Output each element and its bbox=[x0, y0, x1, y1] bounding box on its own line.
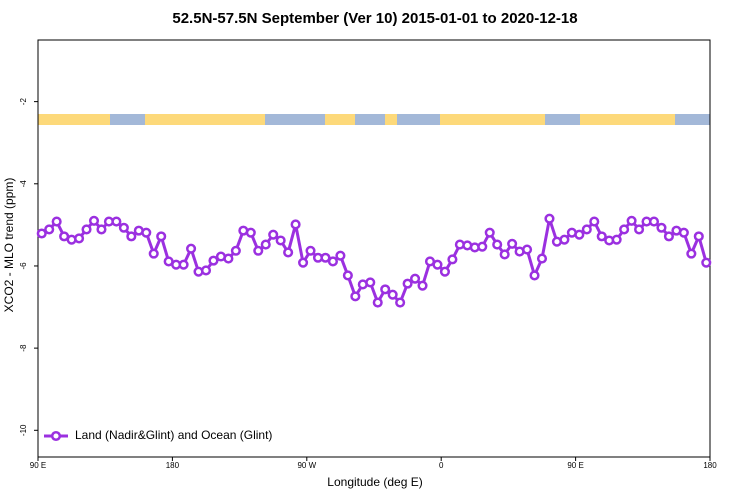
point bbox=[88, 215, 100, 226]
point bbox=[499, 249, 510, 260]
point bbox=[268, 229, 279, 240]
point bbox=[611, 234, 622, 245]
point bbox=[536, 253, 548, 264]
point bbox=[230, 245, 241, 256]
ocean-band bbox=[38, 114, 710, 125]
legend-marker bbox=[50, 430, 62, 442]
x-axis-label: Longitude (deg E) bbox=[327, 475, 422, 489]
point bbox=[111, 216, 122, 227]
point bbox=[141, 227, 152, 238]
point bbox=[663, 231, 674, 242]
point bbox=[178, 259, 189, 270]
point bbox=[477, 241, 488, 252]
point bbox=[447, 254, 458, 265]
point bbox=[290, 219, 301, 230]
point bbox=[507, 238, 518, 249]
point bbox=[44, 224, 55, 235]
point bbox=[253, 245, 264, 256]
point bbox=[283, 247, 294, 258]
point bbox=[634, 224, 645, 235]
y-axis-label: XCO2 - MLO trend (ppm) bbox=[2, 178, 16, 313]
point bbox=[522, 244, 533, 255]
point bbox=[156, 231, 167, 242]
point bbox=[200, 265, 212, 276]
land-band bbox=[440, 114, 545, 125]
point bbox=[387, 289, 398, 300]
chart-title: 52.5N-57.5N September (Ver 10) 2015-01-0… bbox=[172, 10, 577, 27]
x-tick-label: 90 W bbox=[297, 461, 316, 470]
land-band bbox=[385, 114, 397, 125]
point bbox=[417, 280, 428, 291]
point bbox=[544, 213, 555, 224]
y-tick-label: -10 bbox=[19, 424, 28, 436]
point bbox=[559, 234, 570, 245]
point bbox=[126, 231, 137, 242]
point bbox=[678, 227, 689, 238]
point bbox=[589, 216, 600, 227]
point bbox=[118, 222, 129, 233]
point bbox=[410, 273, 421, 284]
point bbox=[626, 215, 637, 226]
point bbox=[298, 257, 309, 268]
point bbox=[305, 245, 316, 256]
point bbox=[260, 239, 271, 250]
point bbox=[395, 297, 406, 308]
point bbox=[208, 255, 219, 266]
point bbox=[596, 231, 607, 242]
point bbox=[439, 266, 450, 277]
point bbox=[648, 216, 660, 227]
point bbox=[484, 227, 495, 238]
x-tick-label: 0 bbox=[439, 461, 444, 470]
point bbox=[186, 243, 197, 254]
point bbox=[223, 253, 234, 264]
land-band bbox=[580, 114, 675, 125]
point bbox=[656, 222, 667, 233]
land-band bbox=[38, 114, 110, 125]
y-tick-label: -4 bbox=[19, 180, 28, 188]
x-tick-label: 180 bbox=[703, 461, 717, 470]
point bbox=[432, 259, 443, 270]
legend-label: Land (Nadir&Glint) and Ocean (Glint) bbox=[75, 428, 272, 442]
point bbox=[402, 278, 413, 289]
point bbox=[701, 257, 712, 268]
land-ocean-strip bbox=[38, 114, 710, 125]
y-tick-label: -6 bbox=[19, 262, 28, 270]
plot-frame bbox=[37, 39, 711, 458]
point bbox=[74, 233, 85, 244]
point bbox=[574, 229, 585, 240]
point bbox=[581, 224, 592, 235]
point bbox=[372, 297, 383, 308]
y-tick-label: -2 bbox=[19, 98, 28, 106]
point bbox=[96, 224, 107, 235]
land-band bbox=[325, 114, 355, 125]
point bbox=[619, 224, 630, 235]
point bbox=[51, 216, 62, 227]
point bbox=[529, 270, 540, 281]
point bbox=[335, 250, 346, 261]
land-band bbox=[145, 114, 265, 125]
point bbox=[327, 256, 338, 267]
point bbox=[81, 224, 92, 235]
point bbox=[686, 248, 697, 259]
point bbox=[350, 291, 361, 302]
point bbox=[36, 228, 47, 239]
y-tick-label: -8 bbox=[19, 344, 28, 352]
x-tick-label: 90 E bbox=[30, 461, 46, 470]
point bbox=[148, 248, 159, 259]
point bbox=[365, 277, 376, 288]
point bbox=[492, 239, 503, 250]
point bbox=[380, 284, 391, 295]
point bbox=[245, 227, 256, 238]
x-tick-label: 90 E bbox=[567, 461, 583, 470]
point bbox=[275, 235, 286, 246]
point bbox=[693, 231, 704, 242]
x-tick-label: 180 bbox=[166, 461, 180, 470]
point bbox=[342, 270, 353, 281]
point bbox=[320, 252, 331, 263]
